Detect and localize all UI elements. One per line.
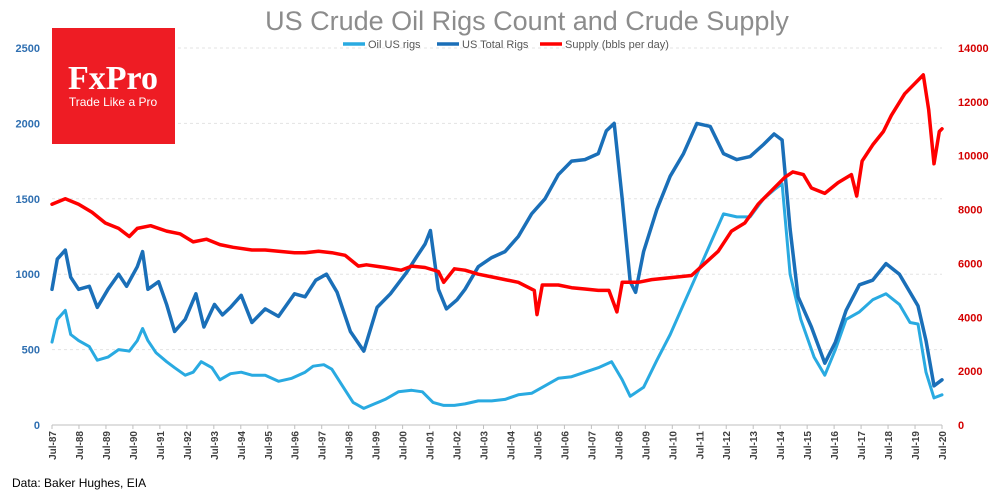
y-left-tick-label: 0	[34, 420, 40, 432]
x-tick-label: Jul-98	[345, 431, 356, 460]
x-tick-label: Jul-91	[156, 431, 167, 460]
x-tick-label: Jul-95	[264, 431, 275, 460]
y-right-tick-label: 2000	[958, 366, 982, 378]
x-tick-label: Jul-01	[426, 431, 437, 460]
source-note: Data: Baker Hughes, EIA	[12, 476, 146, 490]
y-axis-right: 0 2000 4000 6000 8000 10000 12000 14000	[958, 43, 989, 432]
x-tick-label: Jul-00	[399, 431, 410, 460]
x-tick-label: Jul-19	[911, 431, 922, 460]
x-tick-label: Jul-93	[210, 431, 221, 460]
grid-lines	[52, 47, 942, 351]
x-tick-label: Jul-92	[183, 431, 194, 460]
legend-label: Oil US rigs	[368, 39, 421, 51]
y-left-tick-label: 1000	[16, 269, 40, 281]
series-line-oil-us-rigs	[50, 182, 944, 410]
x-tick-label: Jul-99	[372, 431, 383, 460]
x-tick-label: Jul-88	[75, 431, 86, 460]
legend-label: Supply (bbls per day)	[565, 39, 669, 51]
x-tick-label: Jul-08	[614, 431, 625, 460]
x-tick-label: Jul-12	[722, 431, 733, 460]
x-tick-label: Jul-15	[803, 431, 814, 460]
logo-background	[52, 28, 175, 144]
x-tick-label: Jul-07	[587, 431, 598, 460]
x-tick-label: Jul-20	[938, 431, 949, 460]
x-tick-label: Jul-18	[884, 431, 895, 460]
x-tick-label: Jul-11	[695, 431, 706, 460]
y-left-tick-label: 2000	[16, 118, 40, 130]
y-right-tick-label: 6000	[958, 258, 982, 270]
x-tick-label: Jul-16	[830, 431, 841, 460]
x-tick-label: Jul-05	[533, 431, 544, 460]
x-tick-label: Jul-89	[102, 431, 113, 460]
legend-label: US Total Rigs	[462, 39, 529, 51]
chart-title: US Crude Oil Rigs Count and Crude Supply	[265, 6, 789, 36]
fxpro-logo: FxPro Trade Like a Pro	[52, 28, 175, 144]
y-left-tick-label: 2500	[16, 43, 40, 55]
y-right-tick-label: 14000	[958, 43, 989, 55]
x-tick-label: Jul-94	[237, 431, 248, 460]
y-right-tick-label: 8000	[958, 205, 982, 217]
y-left-tick-label: 500	[22, 345, 40, 357]
x-tick-label: Jul-97	[318, 431, 329, 460]
logo-tagline: Trade Like a Pro	[69, 95, 158, 109]
x-tick-label: Jul-10	[668, 431, 679, 460]
x-tick-label: Jul-04	[506, 431, 517, 460]
x-tick-label: Jul-87	[48, 431, 59, 460]
y-left-tick-label: 1500	[16, 194, 40, 206]
x-tick-label: Jul-90	[129, 431, 140, 460]
series-line-us-total-rigs	[50, 121, 944, 388]
x-tick-label: Jul-06	[560, 431, 571, 460]
x-tick-label: Jul-09	[641, 431, 652, 460]
legend: Oil US rigs US Total Rigs Supply (bbls per…	[343, 39, 669, 51]
logo-name: FxPro	[68, 60, 158, 97]
y-right-tick-label: 4000	[958, 312, 982, 324]
x-tick-label: Jul-02	[453, 431, 464, 460]
x-tick-label: Jul-96	[291, 431, 302, 460]
series-layer	[50, 73, 944, 410]
x-tick-label: Jul-17	[857, 431, 868, 460]
y-right-tick-label: 0	[958, 420, 964, 432]
x-axis: Jul-87 Jul-88 Jul-89 Jul-90 Jul-91 Jul-92 Jul-…	[48, 424, 949, 460]
y-right-tick-label: 10000	[958, 151, 989, 163]
y-right-tick-label: 12000	[958, 97, 989, 109]
y-axis-left: 0 500 1000 1500 2000 2500	[16, 43, 40, 432]
x-tick-label: Jul-03	[480, 431, 491, 460]
x-tick-label: Jul-13	[749, 431, 760, 460]
x-tick-label: Jul-14	[776, 431, 787, 460]
series-line-supply-bbls-per-day	[50, 73, 944, 317]
